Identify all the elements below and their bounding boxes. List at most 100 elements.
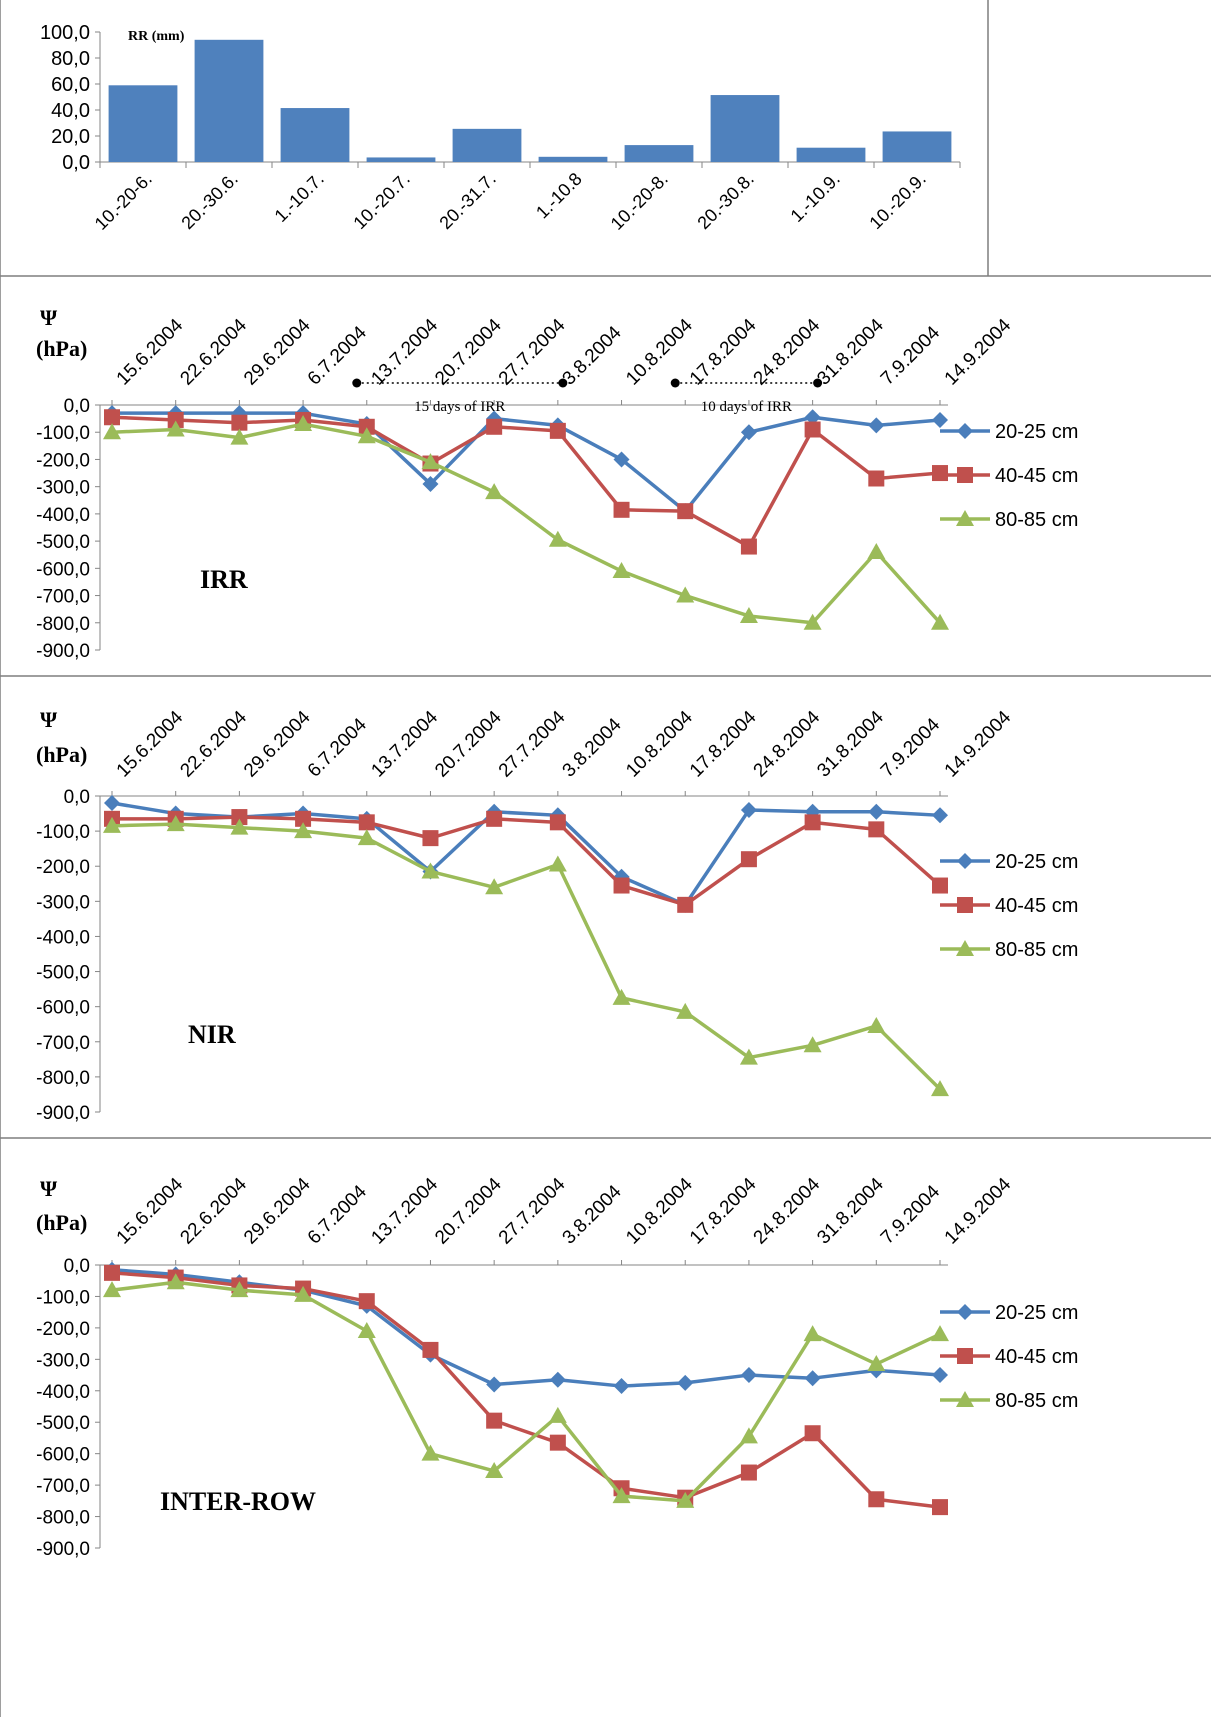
series-point-1-3 — [295, 810, 312, 827]
y-tick-label: -800,0 — [36, 1508, 90, 1529]
y-axis-unit: (hPa) — [36, 336, 87, 361]
legend-marker-1 — [957, 1348, 973, 1364]
annotation-end-dot — [558, 378, 568, 388]
bar-x-tick-label: 20.-31.7. — [435, 169, 499, 233]
bar-x-tick-label: 10.-20-6. — [91, 169, 156, 234]
series-point-0-7 — [549, 1371, 566, 1388]
series-line-40-45-cm — [111, 1271, 941, 1509]
series-point-2-8 — [612, 562, 631, 579]
series-point-1-8 — [613, 501, 630, 518]
bar-x-tick-label: 20.-30.8. — [693, 169, 757, 233]
x-tick-label: 24.8.2004 — [750, 315, 825, 390]
y-tick-label: -400,0 — [36, 505, 90, 526]
annotation-start-dot — [670, 378, 680, 388]
series-line-20-25-cm — [112, 411, 941, 513]
series-point-1-6 — [486, 418, 503, 435]
x-tick-label: 14.9.2004 — [941, 1174, 1016, 1249]
series-point-0-12 — [868, 417, 885, 434]
annotation-text-0: 15 days of IRR — [414, 399, 505, 415]
series-line-80-85-cm — [111, 822, 942, 1091]
legend-label-0: 20-25 cm — [995, 1302, 1078, 1324]
series-point-1-0 — [104, 1264, 120, 1281]
series-point-2-4 — [357, 427, 376, 444]
bar-ylabel: RR (mm) — [128, 29, 185, 44]
series-point-2-5 — [421, 1444, 440, 1461]
series-point-2-13 — [931, 1325, 949, 1342]
series-point-2-2 — [230, 818, 249, 835]
series-point-1-12 — [868, 821, 885, 838]
y-axis-label: Ψ — [40, 305, 58, 330]
series-point-2-11 — [803, 613, 822, 630]
bar-8 — [796, 147, 866, 162]
series-line-80-85-cm — [111, 422, 942, 625]
y-tick-label: -200,0 — [36, 1319, 90, 1340]
legend-marker-0 — [957, 853, 973, 869]
bar-y-tick-label: 20,0 — [51, 126, 90, 148]
series-point-2-10 — [739, 606, 758, 623]
bar-6 — [624, 145, 694, 162]
x-tick-label: 31.8.2004 — [813, 1174, 888, 1249]
bar-0 — [108, 85, 178, 162]
x-tick-label: 15.6.2004 — [113, 707, 188, 782]
series-point-1-12 — [868, 1491, 885, 1508]
legend-label-2: 80-85 cm — [995, 939, 1078, 961]
series-point-0-5 — [422, 475, 439, 492]
series-point-0-8 — [613, 451, 630, 468]
series-point-2-3 — [294, 415, 313, 432]
y-tick-label: -300,0 — [36, 478, 90, 499]
y-tick-label: -700,0 — [36, 587, 90, 608]
series-point-1-4 — [358, 814, 375, 831]
series-point-1-2 — [231, 809, 248, 826]
series-point-2-12 — [867, 1016, 886, 1033]
series-point-2-11 — [803, 1036, 822, 1053]
annotation-end-dot — [813, 378, 823, 388]
series-point-1-12 — [868, 470, 885, 487]
series-point-2-5 — [421, 453, 440, 470]
x-tick-label: 6.7.2004 — [304, 714, 371, 781]
series-point-1-5 — [422, 830, 439, 847]
x-tick-label: 20.7.2004 — [431, 707, 506, 782]
panel-label: NIR — [188, 1020, 236, 1049]
x-tick-label: 27.7.2004 — [495, 707, 570, 782]
series-point-1-0 — [104, 409, 120, 426]
series-point-2-7 — [548, 1406, 567, 1423]
bar-x-tick-label: 1.-10.7. — [271, 169, 328, 226]
series-point-2-9 — [676, 586, 695, 603]
bar-series — [108, 39, 952, 162]
legend-marker-0 — [957, 423, 973, 439]
y-tick-label: -200,0 — [36, 857, 90, 878]
bar-y-tick-label: 60,0 — [51, 74, 90, 96]
x-tick-label: 20.7.2004 — [431, 315, 506, 390]
series-point-2-7 — [548, 530, 567, 547]
series-point-1-4 — [358, 1293, 375, 1310]
series-point-2-2 — [230, 1281, 249, 1298]
panel-label: IRR — [200, 565, 248, 594]
legend-marker-2 — [956, 1391, 974, 1407]
x-tick-label: 17.8.2004 — [686, 1174, 761, 1249]
series-point-2-5 — [421, 862, 440, 879]
series-point-2-0 — [103, 1281, 121, 1298]
series-point-2-6 — [485, 483, 504, 500]
series-point-2-1 — [166, 1273, 185, 1290]
series-point-1-10 — [740, 1464, 757, 1481]
bar-5 — [538, 156, 608, 162]
series-point-1-10 — [740, 538, 757, 555]
bar-x-tick-labels: 10.-20-6. 20.-30.6. 1.-10.7. 10.-20.7. 20.-3… — [91, 169, 930, 234]
series-point-2-3 — [294, 822, 313, 839]
y-tick-label: -600,0 — [36, 559, 90, 580]
series-point-1-10 — [740, 851, 757, 868]
y-axis-unit: (hPa) — [36, 742, 87, 767]
series-point-0-10 — [740, 802, 757, 819]
series-point-1-2 — [231, 414, 248, 431]
legend-marker-2 — [956, 510, 974, 526]
y-tick-label: 0,0 — [64, 1256, 90, 1277]
series-point-1-1 — [167, 411, 184, 428]
bar-y-tick-label: 80,0 — [51, 48, 90, 70]
bar-9 — [882, 131, 952, 162]
bar-y-tick-label: 100,0 — [40, 22, 90, 44]
series-point-2-10 — [739, 1427, 758, 1444]
x-tick-label: 3.8.2004 — [559, 322, 626, 389]
series-point-2-12 — [867, 543, 886, 559]
y-tick-label: -500,0 — [36, 532, 90, 553]
